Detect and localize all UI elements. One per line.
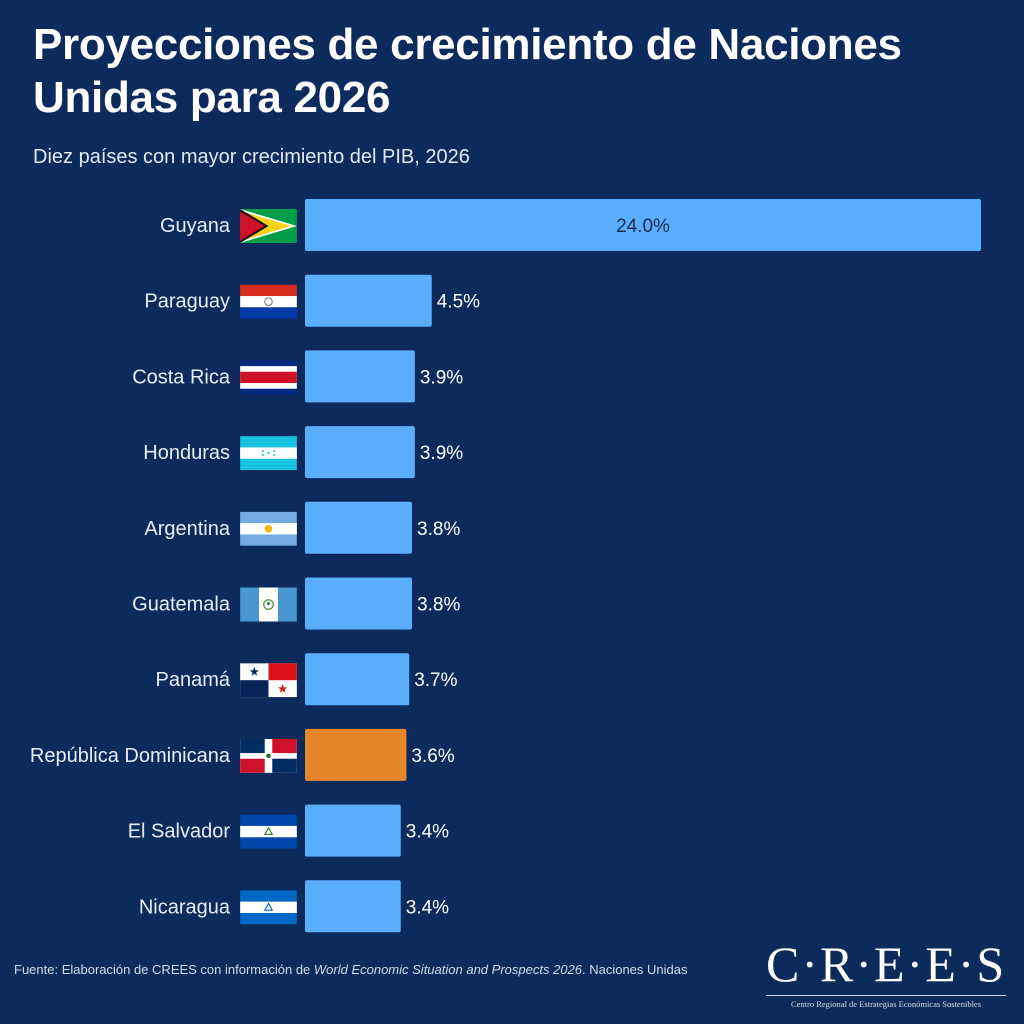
logo-tagline: Centro Regional de Estrategias Económica… — [790, 999, 982, 1009]
value-label-honduras: 3.9% — [420, 443, 463, 464]
category-label-paraguay: Paraguay — [144, 291, 230, 313]
source-suffix: . Naciones Unidas — [581, 962, 688, 977]
paraguay-flag-icon — [239, 284, 298, 319]
value-label-guatemala: 3.8% — [417, 595, 460, 616]
el-salvador-flag-icon — [239, 814, 298, 849]
bar-paraguay — [305, 274, 432, 327]
logo-wordmark: C·R·E·E·S — [766, 936, 1007, 992]
bar-honduras — [305, 426, 415, 479]
crees-logo: C·R·E·E·S Centro Regional de Estrategias… — [766, 935, 1006, 1009]
value-label-el-salvador: 3.4% — [406, 822, 449, 843]
panama-flag-icon — [240, 663, 297, 698]
category-label-republica-dominicana: República Dominicana — [30, 745, 231, 767]
guyana-flag-icon — [240, 209, 297, 243]
value-label-costa-rica: 3.9% — [420, 367, 463, 388]
value-label-nicaragua: 3.4% — [406, 897, 449, 918]
bar-chart: Guyana 24.0% Paraguay 4.5% Costa Rica 3.9% Hon… — [30, 199, 981, 933]
nicaragua-flag-icon — [239, 890, 298, 925]
value-label-panama: 3.7% — [414, 670, 457, 691]
source-note: Fuente: Elaboración de CREES con informa… — [14, 960, 734, 980]
source-publication: World Economic Situation and Prospects 2… — [313, 962, 582, 977]
value-label-paraguay: 4.5% — [437, 292, 480, 313]
value-label-argentina: 3.8% — [417, 519, 460, 540]
bar-el-salvador — [305, 804, 401, 857]
category-label-el-salvador: El Salvador — [128, 821, 231, 843]
category-label-guyana: Guyana — [160, 215, 231, 237]
costa-rica-flag-icon — [240, 360, 297, 395]
bar-nicaragua — [305, 880, 401, 933]
category-label-nicaragua: Nicaragua — [139, 896, 231, 918]
bar-republica-dominicana — [305, 728, 407, 781]
guatemala-flag-icon — [239, 587, 298, 622]
logo-divider — [766, 995, 1006, 996]
argentina-flag-icon — [240, 511, 297, 546]
honduras-flag-icon — [240, 436, 297, 471]
value-label-guyana: 24.0% — [616, 216, 670, 237]
bar-guatemala — [305, 577, 413, 630]
category-label-honduras: Honduras — [143, 442, 230, 464]
category-label-costa-rica: Costa Rica — [132, 366, 231, 388]
bar-costa-rica — [305, 350, 415, 403]
category-label-argentina: Argentina — [144, 518, 230, 540]
category-label-guatemala: Guatemala — [132, 594, 231, 616]
chart-subtitle: Diez países con mayor crecimiento del PI… — [33, 146, 470, 168]
source-prefix: Fuente: Elaboración de CREES con informa… — [14, 962, 314, 977]
category-label-panama: Panamá — [156, 669, 231, 691]
bar-guyana — [305, 199, 981, 251]
chart-title: Proyecciones de crecimiento de Naciones … — [33, 20, 902, 122]
bar-argentina — [305, 501, 413, 554]
bar-panama — [305, 653, 410, 706]
value-label-republica-dominicana: 3.6% — [411, 746, 454, 767]
dominican-republic-flag-icon — [240, 738, 297, 773]
